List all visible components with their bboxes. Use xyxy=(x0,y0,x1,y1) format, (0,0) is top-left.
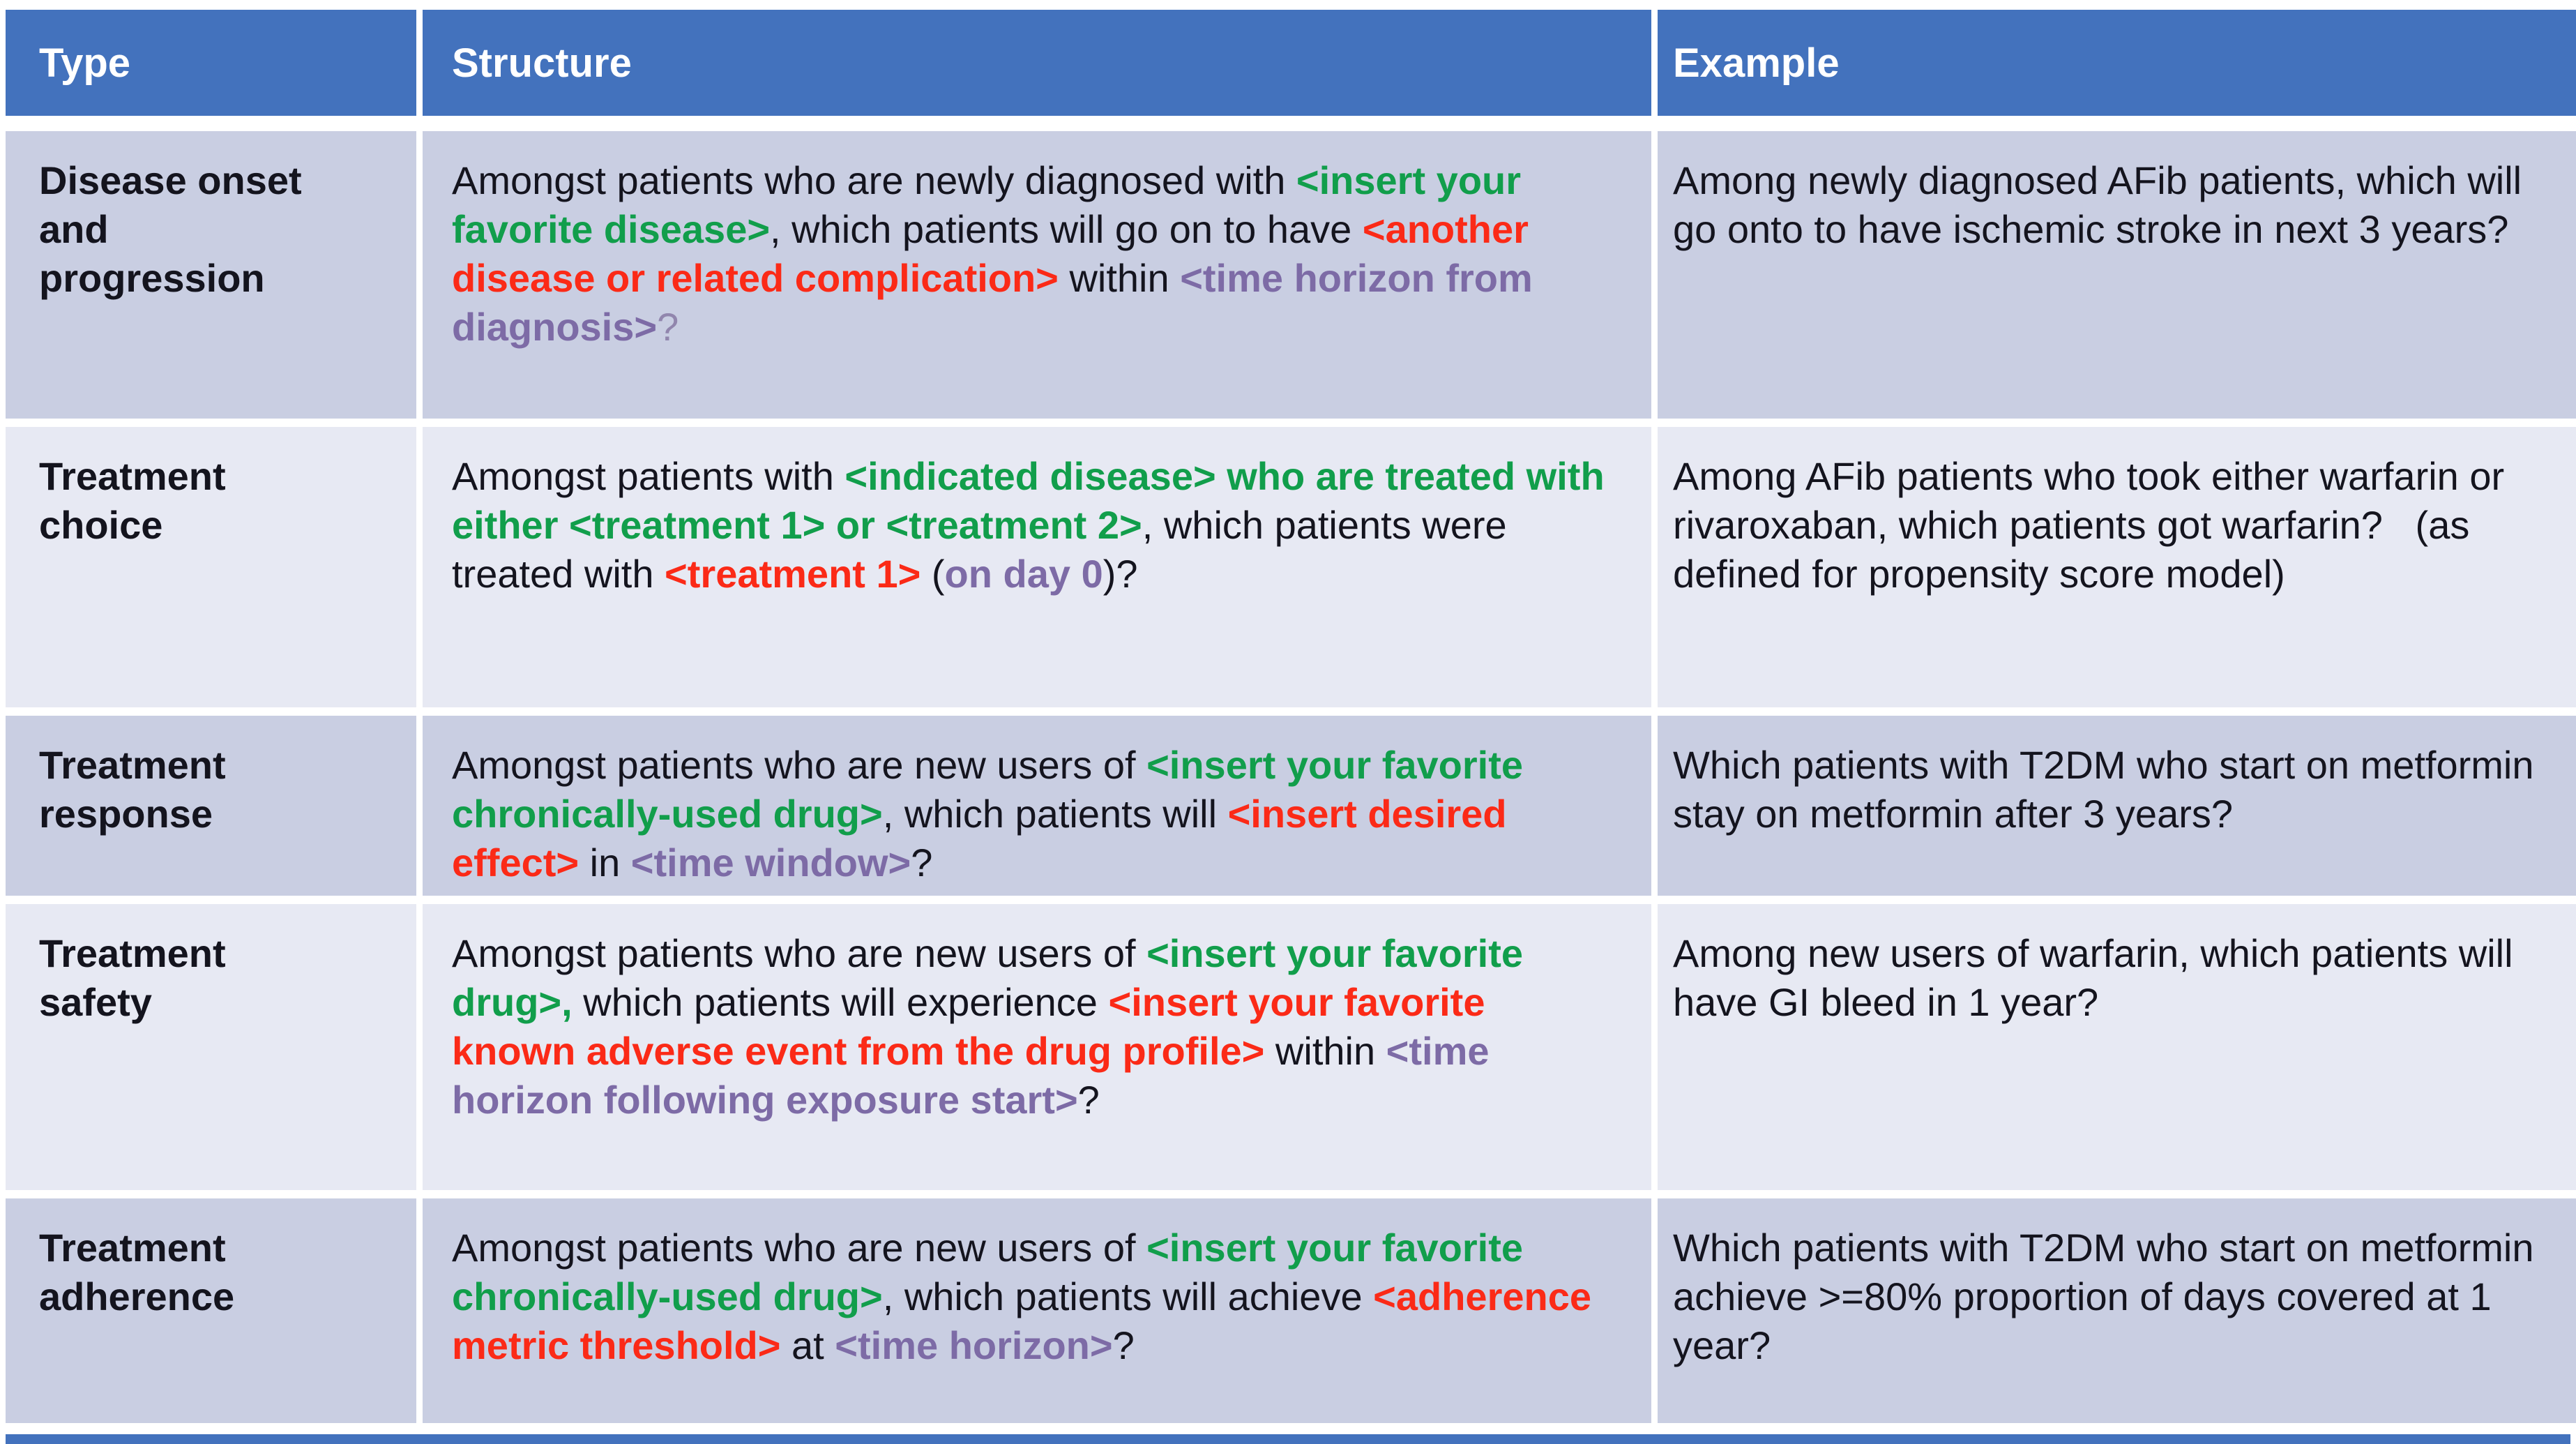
table-row-treatment-adherence: Treatment adherence Amongst patients who… xyxy=(6,1198,2576,1423)
text-segment: , which patients will achieve xyxy=(882,1274,1374,1318)
example-cell: Which patients with T2DM who start on me… xyxy=(1658,716,2576,896)
text-segment: Amongst patients who are newly diagnosed… xyxy=(452,158,1296,202)
text-segment: <another disease or related complication… xyxy=(452,207,1529,300)
text-segment: ? xyxy=(911,841,933,885)
table-row-disease-onset: Disease onset and progression Amongst pa… xyxy=(6,131,2576,419)
structure-cell: Amongst patients with <indicated disease… xyxy=(423,427,1651,707)
text-segment: which patients will experience xyxy=(572,980,1109,1024)
text-segment: Amongst patients who are new users of xyxy=(452,743,1147,787)
type-cell: Disease onset and progression xyxy=(6,131,416,419)
table-row-treatment-safety: Treatment safety Amongst patients who ar… xyxy=(6,904,2576,1190)
text-segment: <time horizon following exposure start> xyxy=(452,1029,1490,1122)
text-segment: <insert your favorite disease> xyxy=(452,158,1522,251)
text-segment: <indicated disease> who are treated with… xyxy=(452,454,1605,547)
table-row-treatment-choice: Treatment choice Amongst patients with <… xyxy=(6,427,2576,707)
text-segment: ( xyxy=(920,552,945,596)
table-header-row: Type Structure Example xyxy=(6,10,2576,116)
structure-cell: Amongst patients who are new users of <i… xyxy=(423,716,1651,896)
structure-cell: Amongst patients who are newly diagnosed… xyxy=(423,131,1651,419)
text-segment: <treatment 1> xyxy=(665,552,921,596)
text-segment: Amongst patients who are new users of xyxy=(452,931,1147,975)
text-segment: , which patients will go on to have xyxy=(770,207,1363,251)
text-segment: within xyxy=(1264,1029,1386,1073)
text-segment: ? xyxy=(1112,1323,1135,1367)
text-segment: , which patients were treated with xyxy=(452,503,1507,596)
text-segment: , which patients will xyxy=(882,792,1228,836)
text-segment: on day 0 xyxy=(944,552,1103,596)
example-cell: Among AFib patients who took either warf… xyxy=(1658,427,2576,707)
type-cell: Treatment choice xyxy=(6,427,416,707)
text-segment: within xyxy=(1058,256,1181,300)
text-segment: <insert desired effect> xyxy=(452,792,1507,885)
text-segment: ? xyxy=(657,305,679,349)
type-cell: Treatment safety xyxy=(6,904,416,1190)
header-cell-structure: Structure xyxy=(423,10,1651,116)
text-segment: <insert your favorite known adverse even… xyxy=(452,980,1485,1073)
next-row-top-edge xyxy=(6,1434,2570,1444)
header-cell-type: Type xyxy=(6,10,416,116)
type-cell: Treatment adherence xyxy=(6,1198,416,1423)
question-types-table: Type Structure Example Disease onset and… xyxy=(6,10,2576,1431)
text-segment: <time horizon> xyxy=(835,1323,1113,1367)
structure-cell: Amongst patients who are new users of <i… xyxy=(423,904,1651,1190)
table-row-treatment-response: Treatment response Amongst patients who … xyxy=(6,716,2576,896)
text-segment: <insert your favorite drug>, xyxy=(452,931,1524,1024)
text-segment: <time horizon from diagnosis> xyxy=(452,256,1533,349)
text-segment: )? xyxy=(1103,552,1138,596)
text-segment: <insert your favorite chronically-used d… xyxy=(452,743,1524,836)
text-segment: <time window> xyxy=(630,841,911,885)
text-segment: Amongst patients with xyxy=(452,454,845,498)
text-segment: in xyxy=(579,841,631,885)
example-cell: Among new users of warfarin, which patie… xyxy=(1658,904,2576,1190)
structure-cell: Amongst patients who are new users of <i… xyxy=(423,1198,1651,1423)
header-cell-example: Example xyxy=(1658,10,2576,116)
text-segment: ? xyxy=(1077,1078,1100,1122)
text-segment: <insert your favorite chronically-used d… xyxy=(452,1226,1524,1318)
example-cell: Which patients with T2DM who start on me… xyxy=(1658,1198,2576,1423)
type-cell: Treatment response xyxy=(6,716,416,896)
text-segment: at xyxy=(780,1323,835,1367)
text-segment: Amongst patients who are new users of xyxy=(452,1226,1147,1270)
example-cell: Among newly diagnosed AFib patients, whi… xyxy=(1658,131,2576,419)
text-segment: <adherence metric threshold> xyxy=(452,1274,1591,1367)
